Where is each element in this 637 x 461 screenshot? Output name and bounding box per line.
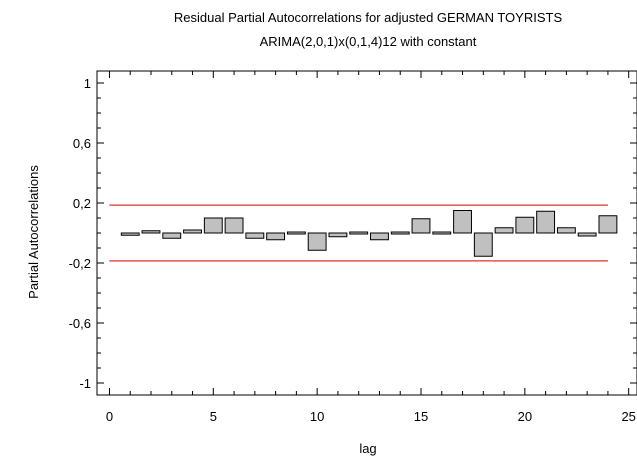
pacf-bar: [577, 232, 597, 237]
pacf-bar: [390, 231, 410, 235]
x-tick-label: 5: [210, 409, 217, 424]
x-tick-label: 0: [106, 409, 113, 424]
pacf-bar: [286, 231, 306, 235]
pacf-bar: [370, 232, 389, 241]
pacf-bar: [328, 232, 348, 238]
pacf-bar: [203, 217, 223, 234]
pacf-bar: [183, 229, 202, 234]
x-tick-label: 10: [310, 409, 324, 424]
pacf-bar: [473, 232, 493, 257]
pacf-bar: [224, 217, 244, 234]
chart-subtitle: ARIMA(2,0,1)x(0,1,4)12 with constant: [260, 34, 477, 49]
pacf-bar: [245, 232, 265, 239]
pacf-bar: [266, 232, 286, 241]
x-tick-label: 25: [621, 409, 635, 424]
plot-area: 1 0,6 0,2 -0,2 -0,6 -1 0 5 10 15 20 25: [69, 70, 637, 424]
y-tick-label: 1: [84, 76, 91, 91]
pacf-bar: [307, 232, 327, 251]
pacf-bar: [349, 231, 369, 235]
x-axis-label: lag: [359, 441, 376, 456]
pacf-bar: [453, 210, 472, 234]
y-tick-label: 0,6: [73, 136, 91, 151]
y-axis-label: Partial Autocorrelations: [26, 165, 41, 299]
pacf-bar: [536, 210, 556, 234]
pacf-bar: [141, 230, 161, 234]
x-tick-label: 15: [414, 409, 428, 424]
y-tick-label: 0,2: [73, 196, 91, 211]
pacf-bar: [411, 218, 431, 234]
pacf-bar: [494, 227, 514, 234]
chart-title: Residual Partial Autocorrelations for ad…: [174, 10, 563, 25]
pacf-bar: [432, 231, 452, 235]
y-tick-label: -0,2: [69, 256, 91, 271]
pacf-bar: [120, 232, 140, 236]
y-tick-label: -1: [79, 376, 91, 391]
pacf-bar: [556, 227, 576, 234]
y-tick-label: -0,6: [69, 316, 91, 331]
pacf-bar: [598, 215, 618, 234]
x-tick-label: 20: [518, 409, 532, 424]
pacf-bar: [162, 232, 182, 239]
pacf-bar: [515, 216, 535, 234]
